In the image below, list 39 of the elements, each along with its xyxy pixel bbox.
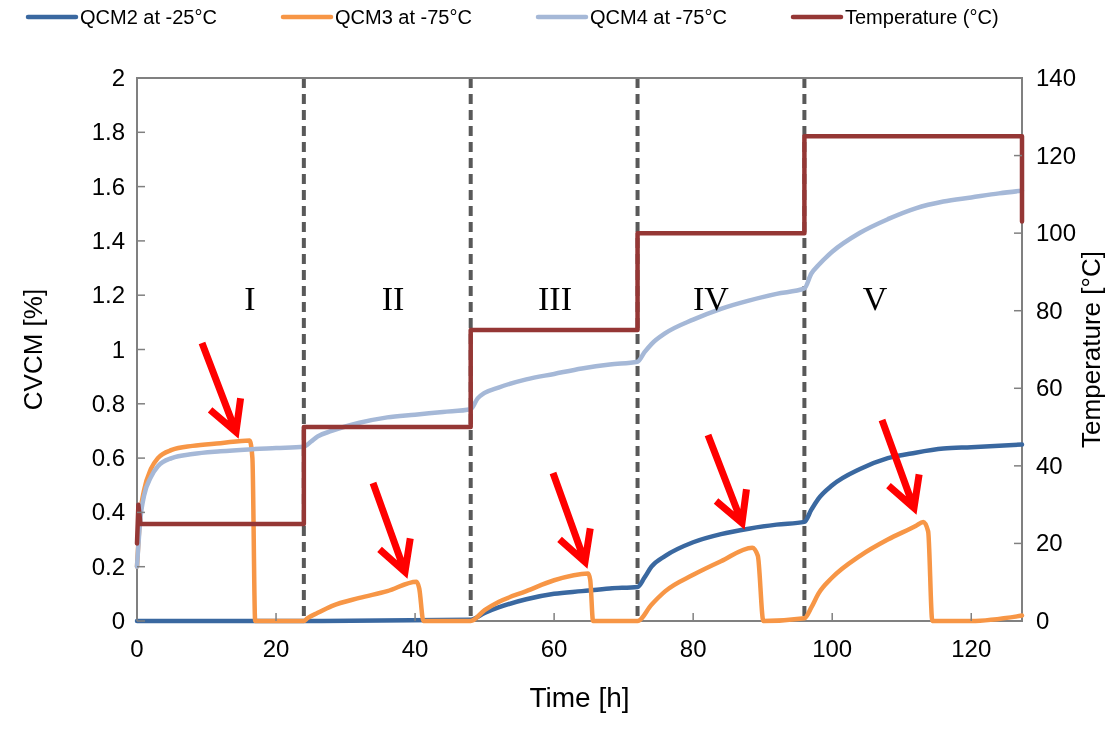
x-tick-label: 60 xyxy=(540,635,568,662)
annotation: IV xyxy=(693,280,730,317)
y2-tick-label: 120 xyxy=(1036,141,1077,169)
x-tick-label: 100 xyxy=(812,635,853,662)
y-tick-label: 0 xyxy=(111,607,125,634)
y-tick-label: 0.4 xyxy=(91,498,125,526)
annotation: V xyxy=(862,280,888,317)
annotation: I xyxy=(244,280,256,317)
legend-label: Temperature (°C) xyxy=(845,6,999,28)
legend-label: QCM3 at -75°C xyxy=(335,6,472,28)
y-tick-label: 1.2 xyxy=(91,281,125,309)
x-tick-label: 80 xyxy=(679,635,707,662)
x-tick-label: 0 xyxy=(130,635,144,662)
y2-tick-label: 60 xyxy=(1036,374,1063,402)
y-tick-label: 1.4 xyxy=(91,226,125,254)
legend-label: QCM2 at -25°C xyxy=(80,6,217,28)
annotation: III xyxy=(538,280,572,317)
y-tick-label: 0.6 xyxy=(91,444,125,472)
line-series xyxy=(134,133,1025,546)
y2-tick-label: 20 xyxy=(1036,529,1063,557)
y2-tick-label: 40 xyxy=(1036,451,1063,479)
x-tick-label: 40 xyxy=(401,635,429,662)
x-tick-label: 20 xyxy=(262,635,290,662)
y-tick-label: 1.6 xyxy=(91,172,125,200)
x-axis-title: Time [h] xyxy=(529,682,630,713)
y2-tick-label: 0 xyxy=(1036,607,1050,634)
y2-tick-label: 100 xyxy=(1036,219,1077,247)
x-tick-label: 120 xyxy=(951,635,992,662)
y-tick-label: 0.2 xyxy=(91,552,125,580)
y-axis-title: CVCM [%] xyxy=(18,288,48,411)
y2-tick-label: 140 xyxy=(1036,64,1077,91)
y-tick-label: 0.8 xyxy=(91,389,125,417)
y-tick-label: 2 xyxy=(111,64,125,91)
annotation: II xyxy=(381,280,405,317)
y2-tick-label: 80 xyxy=(1036,296,1063,324)
y-tick-label: 1 xyxy=(111,335,125,363)
y2-axis-title: Temperature [°C] xyxy=(1076,251,1106,448)
legend-label: QCM4 at -75°C xyxy=(590,6,727,28)
y-tick-label: 1.8 xyxy=(91,118,125,146)
